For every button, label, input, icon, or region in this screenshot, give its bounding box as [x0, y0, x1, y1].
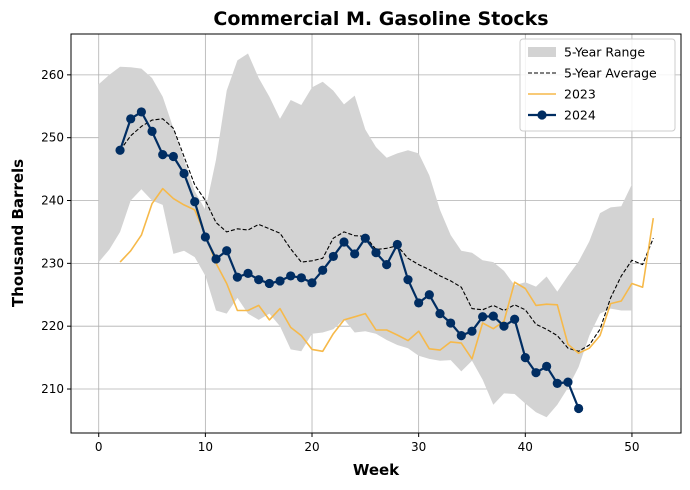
series-point-2024	[168, 151, 178, 162]
legend-swatch-5-year-range	[528, 47, 556, 57]
series-point-2024	[552, 378, 562, 388]
series-point-2024	[371, 248, 381, 258]
x-tick-label: 20	[304, 440, 319, 454]
y-tick-label: 210	[41, 382, 64, 396]
series-point-2024	[115, 145, 125, 155]
series-point-2024	[158, 150, 168, 160]
series-point-2024	[200, 232, 210, 242]
series-point-2024	[296, 273, 306, 283]
legend: 5-Year Range 5-Year Average 2023 2024	[519, 38, 676, 132]
series-point-2024	[499, 321, 509, 331]
series-point-2024	[382, 260, 392, 270]
series-point-2024	[232, 272, 242, 282]
x-tick-label: 10	[198, 440, 213, 454]
series-point-2024	[360, 233, 370, 243]
x-tick-label: 30	[411, 440, 426, 454]
y-tick-label: 220	[41, 319, 64, 333]
series-point-2024	[222, 246, 232, 256]
series-point-2024	[403, 275, 413, 285]
series-point-2024	[350, 249, 360, 259]
x-tick-label: 40	[518, 440, 533, 454]
series-point-2024	[318, 265, 328, 275]
series-point-2024	[563, 377, 573, 387]
legend-label-5-year-range: 5-Year Range	[564, 45, 645, 60]
plot-frame	[70, 33, 682, 434]
series-point-2024	[328, 251, 338, 262]
y-axis-label: Thousand Barrels	[9, 159, 27, 307]
legend-marker-2024	[537, 110, 547, 120]
series-point-2024	[488, 311, 498, 321]
chart-title: Commercial M. Gasoline Stocks	[213, 8, 548, 30]
series-point-2024	[179, 168, 189, 179]
series-point-2024	[467, 326, 477, 336]
series-point-2024	[478, 312, 488, 322]
y-tick-label: 230	[41, 256, 64, 270]
series-point-2024	[136, 107, 146, 117]
axis-ticks: 0 10 20 30 40 50 210 220 230 240 250 260	[41, 68, 639, 454]
x-axis-label: Week	[353, 461, 400, 479]
series-point-2024	[286, 271, 296, 281]
series-point-2024	[243, 268, 253, 278]
x-tick-label: 50	[624, 440, 639, 454]
series-point-2024	[392, 239, 402, 250]
series-point-2024	[264, 278, 274, 289]
series-point-2024	[307, 278, 317, 288]
y-tick-label: 250	[41, 131, 64, 145]
series-point-2024	[424, 290, 434, 300]
series-point-2024	[456, 331, 466, 341]
series-point-2024	[211, 254, 221, 264]
series-point-2024	[190, 197, 200, 207]
y-tick-label: 260	[41, 68, 64, 82]
series-point-2024	[126, 114, 136, 124]
series-point-2024	[339, 237, 349, 247]
y-tick-label: 240	[41, 194, 64, 208]
series-point-2024	[275, 276, 285, 286]
series-point-2024	[435, 309, 445, 319]
legend-label-2024: 2024	[564, 108, 596, 123]
plot-area	[98, 53, 655, 418]
series-point-2024	[574, 403, 584, 414]
series-point-2024	[414, 298, 424, 308]
series-point-2024	[254, 275, 264, 285]
legend-label-2023: 2023	[564, 87, 596, 102]
legend-label-5-year-average: 5-Year Average	[564, 66, 657, 81]
series-point-2024	[147, 126, 157, 136]
legend-box	[519, 38, 676, 132]
series-point-2024	[531, 368, 541, 378]
series-point-2024	[446, 318, 456, 328]
series-point-2024	[510, 314, 520, 324]
series-line-5-year-average	[119, 118, 654, 352]
x-tick-label: 0	[95, 440, 103, 454]
series-point-2024	[520, 352, 530, 363]
series-point-2024	[542, 361, 552, 371]
